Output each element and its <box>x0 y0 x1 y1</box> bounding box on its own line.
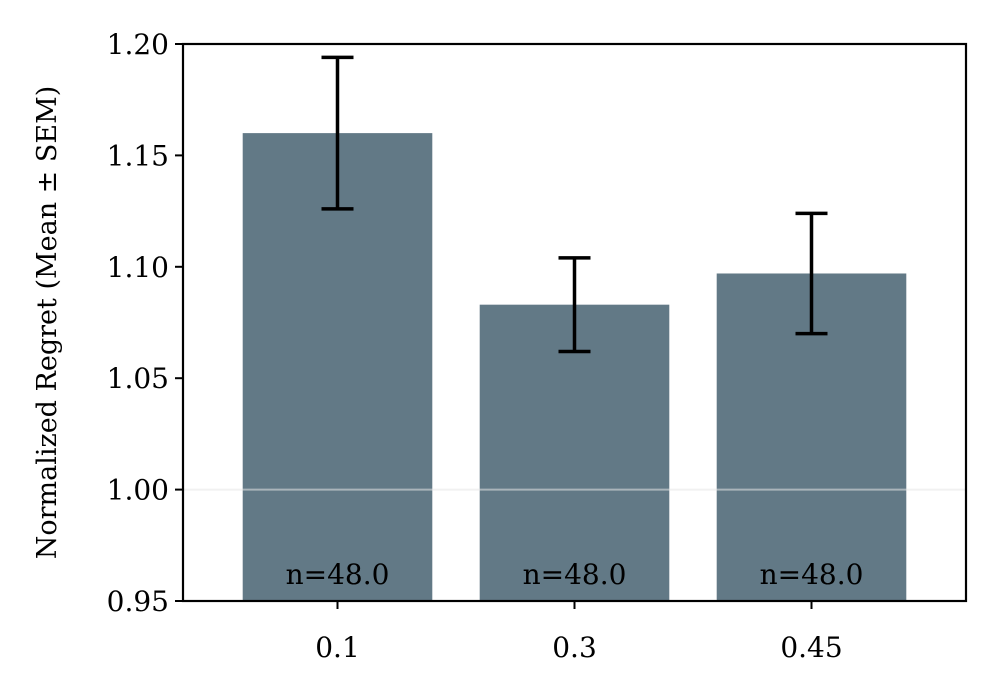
y-tick-label: 1.20 <box>107 28 169 61</box>
error-bar-0.3 <box>558 256 591 354</box>
count-labels: n=48.0 n=48.0 n=48.0 <box>286 558 864 591</box>
y-tick-label: 1.15 <box>107 139 169 172</box>
error-bar-0.1 <box>321 55 354 211</box>
y-tick-label: 0.95 <box>107 585 169 618</box>
x-tick-label: 0.1 <box>315 631 360 664</box>
x-tick-label: 0.3 <box>552 631 597 664</box>
y-tick-label: 1.00 <box>107 474 169 507</box>
x-tick-label: 0.45 <box>780 631 842 664</box>
bar-0.3 <box>479 304 670 601</box>
count-label-0.45: n=48.0 <box>760 558 864 591</box>
y-axis-title: Normalized Regret (Mean ± SEM) <box>32 86 63 560</box>
bar-0.1 <box>242 133 433 601</box>
y-axis-ticks: 0.95 1.00 1.05 1.10 1.15 1.20 <box>107 28 183 618</box>
error-bar-0.45 <box>795 211 828 336</box>
y-tick-label: 1.05 <box>107 362 169 395</box>
x-axis-ticks: 0.1 0.3 0.45 <box>315 601 843 664</box>
y-tick-label: 1.10 <box>107 251 169 284</box>
count-label-0.3: n=48.0 <box>523 558 627 591</box>
error-bars <box>321 55 828 354</box>
count-label-0.1: n=48.0 <box>286 558 390 591</box>
